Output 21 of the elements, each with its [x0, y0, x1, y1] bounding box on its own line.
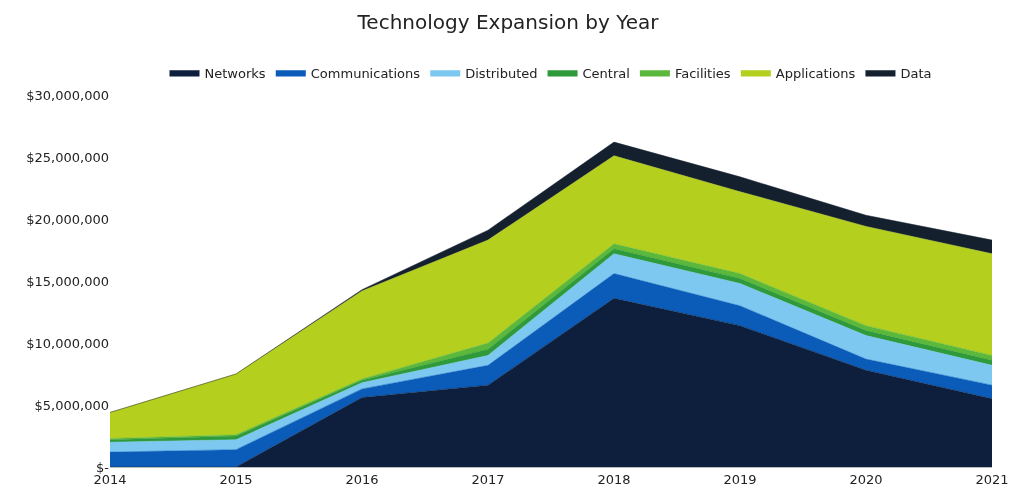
y-tick-label: $20,000,000: [26, 211, 109, 227]
y-tick-label: $15,000,000: [26, 273, 109, 289]
legend-label: Networks: [204, 65, 266, 81]
legend-label: Facilities: [674, 65, 731, 81]
legend-label: Data: [900, 65, 932, 81]
x-tick-label: 2020: [849, 471, 883, 487]
legend-label: Distributed: [465, 65, 538, 81]
legend-label: Applications: [775, 65, 856, 81]
x-tick-label: 2017: [471, 471, 505, 487]
y-tick-label: $25,000,000: [26, 149, 109, 165]
x-tick-label: 2019: [723, 471, 757, 487]
legend-label: Central: [582, 65, 630, 81]
chart-title: Technology Expansion by Year: [356, 10, 660, 35]
x-tick-label: 2018: [597, 471, 631, 487]
x-tick-label: 2015: [219, 471, 253, 487]
legend-label: Communications: [310, 65, 421, 81]
y-tick-label: $5,000,000: [34, 397, 109, 413]
y-tick-label: $10,000,000: [26, 335, 109, 351]
x-tick-label: 2021: [975, 471, 1009, 487]
x-tick-label: 2016: [345, 471, 379, 487]
y-tick-label: $30,000,000: [26, 87, 109, 103]
